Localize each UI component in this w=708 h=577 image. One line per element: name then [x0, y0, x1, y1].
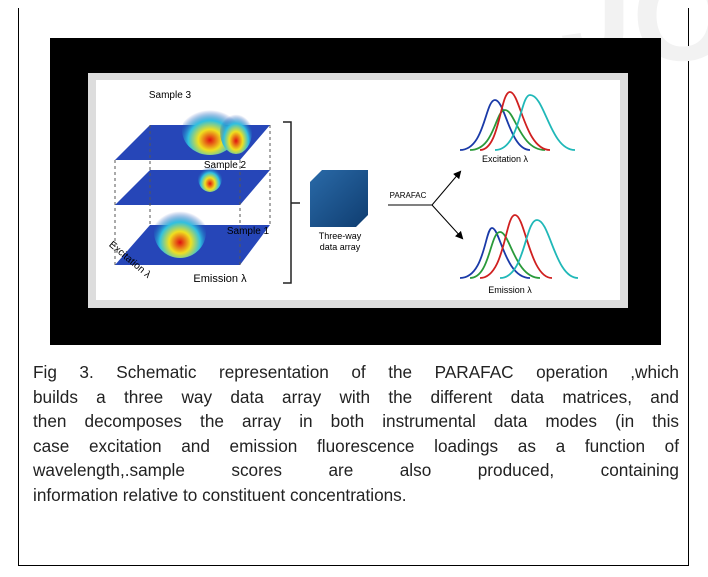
- axis-label: Emission λ: [193, 273, 247, 285]
- caption-line: then decomposes the array in both instru…: [33, 409, 679, 434]
- array-label: Three-way: [319, 231, 362, 241]
- caption-line: case excitation and emission fluorescenc…: [33, 434, 679, 459]
- cube: [310, 170, 368, 227]
- sample-label: Sample 1: [227, 226, 270, 237]
- sample-label: Sample 2: [204, 160, 247, 171]
- method-label: PARAFAC: [390, 191, 427, 200]
- caption-line: builds a three way data array with the d…: [33, 385, 679, 410]
- figure: JOC Sample 3 Sa: [0, 0, 708, 360]
- output-label: Excitation λ: [482, 154, 529, 164]
- page: JOC Sample 3 Sa: [0, 0, 708, 577]
- sample-label: Sample 3: [149, 90, 192, 101]
- caption: Fig 3. Schematic representation of the P…: [33, 360, 679, 507]
- output-label: Emission λ: [488, 285, 532, 295]
- caption-line: wavelength,.sample scores are also produ…: [33, 458, 679, 483]
- caption-line: Fig 3. Schematic representation of the P…: [33, 360, 679, 385]
- array-label: data array: [320, 242, 361, 252]
- caption-line: information relative to constituent conc…: [33, 483, 679, 508]
